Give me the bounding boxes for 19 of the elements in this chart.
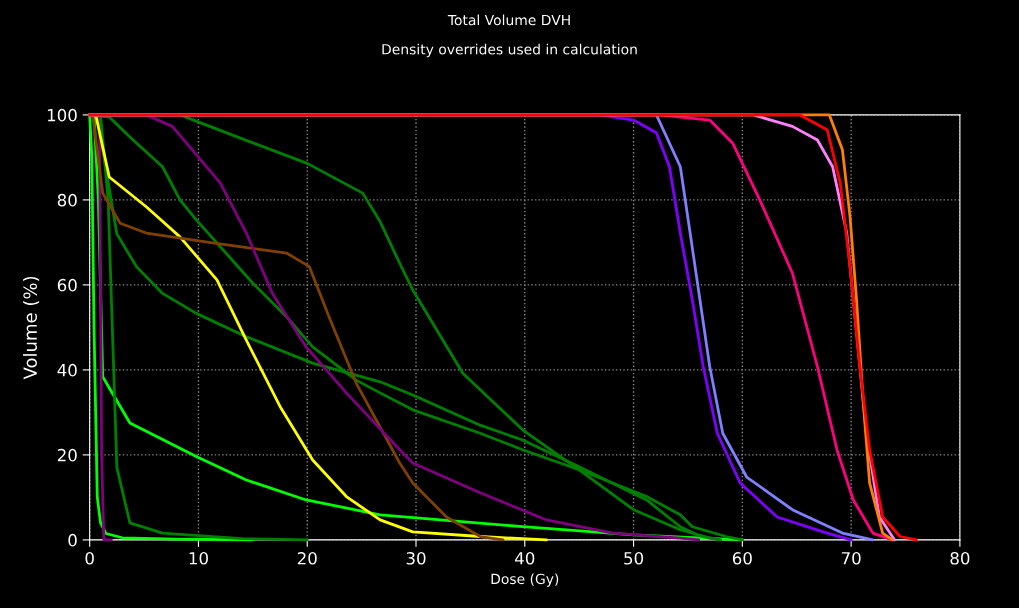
- x-tick-label: 80: [950, 552, 970, 565]
- x-tick-label: 30: [406, 552, 426, 565]
- y-tick-label: 20: [57, 448, 77, 462]
- x-tick-label: 60: [732, 552, 752, 565]
- x-tick-label: 10: [189, 552, 208, 565]
- x-tick-label: 0: [85, 552, 94, 565]
- chart-subtitle: Density overrides used in calculation: [382, 43, 637, 58]
- x-tick-label: 70: [841, 552, 861, 565]
- y-tick-label: 40: [57, 363, 77, 377]
- y-tick-label: 60: [57, 278, 77, 292]
- y-tick-label: 80: [57, 193, 77, 207]
- x-tick-label: 20: [297, 552, 317, 565]
- x-tick-label: 40: [515, 552, 535, 565]
- y-tick-label: 0: [68, 533, 77, 547]
- y-axis-title: Volume (%): [23, 276, 40, 380]
- chart-title: Total Volume DVH: [447, 14, 570, 26]
- y-tick-label: 100: [47, 108, 77, 122]
- x-tick-label: 50: [624, 552, 644, 565]
- x-axis-title: Dose (Gy): [491, 573, 559, 587]
